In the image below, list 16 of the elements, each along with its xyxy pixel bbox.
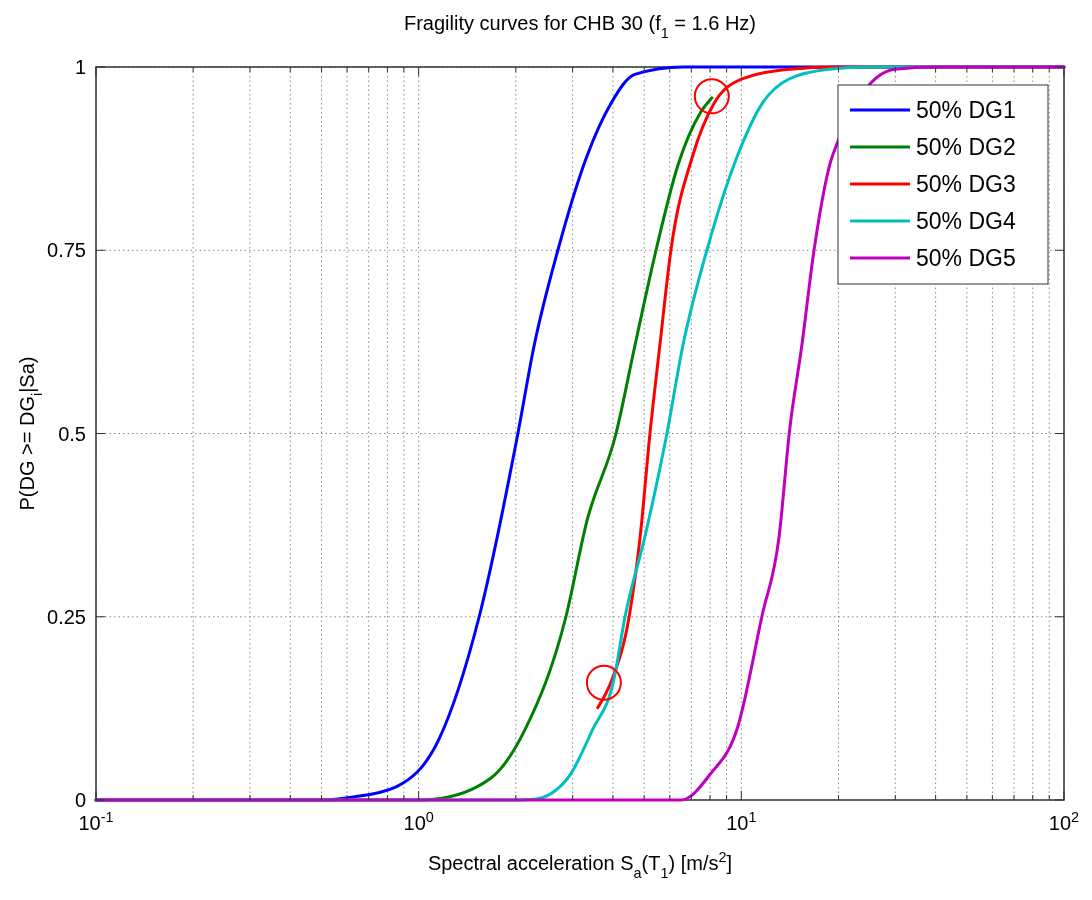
y-tick-label: 0.75	[47, 239, 86, 262]
legend-label: 50% DG3	[916, 171, 1016, 197]
y-tick-label: 0.5	[58, 422, 86, 445]
y-tick-label: 0	[74, 789, 86, 811]
x-tick-label: 10$^{0}$	[403, 809, 434, 834]
legend-label: 50% DG2	[916, 134, 1016, 160]
x-axis-title: Spectral acceleration S$_{a}$(T$_{1}$) [m/s$^{2}$]	[427, 849, 733, 881]
legend-label: 50% DG5	[916, 245, 1016, 271]
chart-title: Fragility curves for CHB 30 (f$_{1}$ = 1.6 Hz)	[403, 12, 757, 41]
y-tick-label: 1	[74, 56, 86, 78]
legend-label: 50% DG4	[916, 208, 1016, 234]
x-tick-label: 10$^{2}$	[1048, 809, 1080, 834]
y-tick-label: 0.25	[47, 605, 86, 628]
x-tick-label: 10$^{-1}$	[78, 809, 114, 834]
x-tick-label: 10$^{1}$	[726, 809, 757, 834]
legend-label: 50% DG1	[916, 97, 1016, 123]
